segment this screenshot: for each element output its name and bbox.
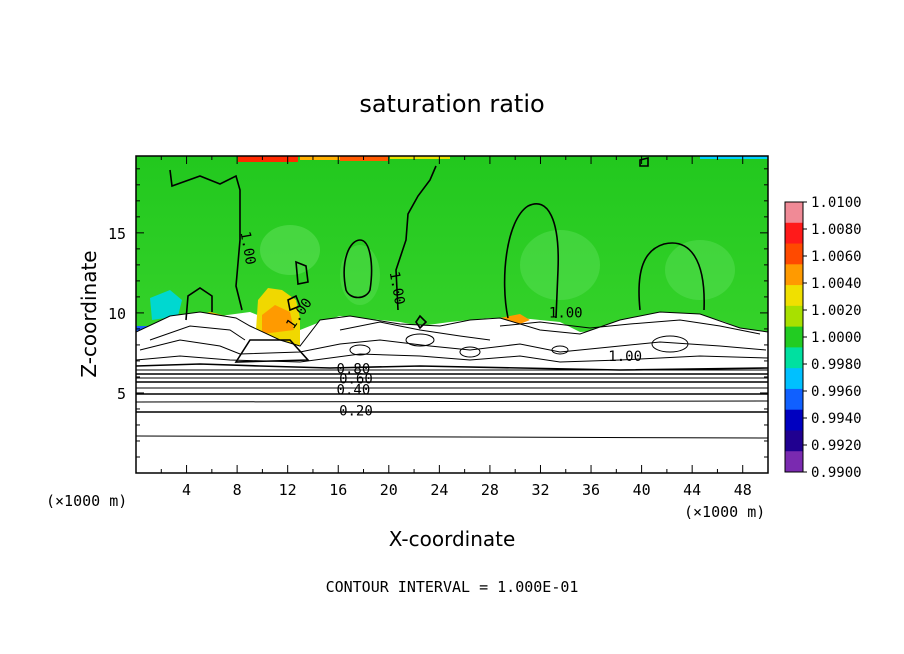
y-tick-label: 10 (108, 305, 126, 323)
colorbar-swatch (785, 347, 803, 369)
top-yellow-strip (390, 156, 450, 159)
colorbar-swatch (785, 430, 803, 452)
contour-interval-note: CONTOUR INTERVAL = 1.000E-01 (326, 578, 579, 596)
updraft-hotspot (262, 305, 294, 334)
x-tick-label: 8 (233, 481, 242, 499)
x-tick-label: 28 (481, 481, 499, 499)
contour-label: 1.00 (608, 349, 642, 365)
saturated-region (136, 156, 768, 335)
x-unit-label-right: (×1000 m) (684, 503, 765, 521)
y-axis-title: Z-coordinate (77, 250, 101, 377)
x-tick-label: 44 (683, 481, 701, 499)
colorbar-label: 0.9920 (811, 438, 862, 454)
plot-area (136, 156, 768, 473)
y-tick-label: 5 (117, 385, 126, 403)
contour-label: 0.40 (337, 383, 371, 399)
light-patch (520, 230, 600, 300)
x-tick-label: 32 (531, 481, 549, 499)
colorbar-label: 1.0000 (811, 330, 862, 346)
colorbar-label: 1.0080 (811, 222, 862, 238)
colorbar-swatch (785, 264, 803, 286)
x-axis-title: X-coordinate (389, 527, 516, 551)
x-tick-label: 4 (182, 481, 191, 499)
chart-title: saturation ratio (359, 90, 544, 118)
contour-label: 1.00 (549, 306, 583, 322)
colorbar-label: 0.9960 (811, 384, 862, 400)
colorbar: 1.0100 1.0080 1.0060 1.0040 1.0020 1.0000 0.99… (784, 195, 862, 481)
top-red-strip (238, 156, 298, 162)
plot-frame (135, 155, 769, 474)
colorbar-swatch (785, 243, 803, 265)
colorbar-swatch (785, 222, 803, 245)
cyan-pocket (150, 290, 182, 320)
contour-labels: 1.001.001.001.001.000.800.600.400.20 (237, 230, 642, 419)
colorbar-swatch (785, 451, 803, 473)
colorbar-swatch (785, 326, 803, 348)
contour-label: 1.00 (237, 230, 259, 266)
colorbar-label: 1.0100 (811, 195, 862, 211)
colorbar-label: 0.9980 (811, 357, 862, 373)
colorbar-label: 1.0040 (811, 276, 862, 292)
x-tick-label: 16 (329, 481, 347, 499)
x-tick-label: 20 (380, 481, 398, 499)
colorbar-swatch (785, 202, 803, 224)
colorbar-label: 1.0020 (811, 303, 862, 319)
colorbar-label: 0.9940 (811, 411, 862, 427)
top-cyan-strip (700, 156, 768, 159)
light-patch (340, 245, 380, 305)
colorbar-swatch (785, 285, 803, 307)
x-tick-label: 48 (734, 481, 752, 499)
contour-label: 1.00 (386, 270, 408, 306)
colorbar-label: 0.9900 (811, 465, 862, 481)
contour-lines (136, 319, 768, 439)
y-axis: 5 10 15 (108, 168, 768, 458)
x-tick-label: 24 (430, 481, 448, 499)
top-orange-strip (300, 156, 340, 160)
y-tick-label: 15 (108, 225, 126, 243)
colorbar-label: 1.0060 (811, 249, 862, 265)
light-patch (260, 225, 320, 275)
colorbar-swatch (785, 388, 803, 411)
colorbar-swatch (785, 305, 803, 328)
x-unit-label-left: (×1000 m) (46, 492, 127, 510)
x-tick-label: 12 (279, 481, 297, 499)
saturation-contours (169, 156, 705, 330)
contour-label: 0.80 (337, 362, 371, 378)
x-tick-label: 40 (633, 481, 651, 499)
x-axis: 4 8 12 16 20 24 28 32 36 40 44 48 (160, 156, 752, 499)
colorbar-swatch (785, 409, 803, 431)
contour-label: 0.20 (339, 403, 373, 419)
contour-label: 0.60 (339, 371, 373, 387)
x-tick-label: 36 (582, 481, 600, 499)
colorbar-swatch (785, 368, 803, 390)
